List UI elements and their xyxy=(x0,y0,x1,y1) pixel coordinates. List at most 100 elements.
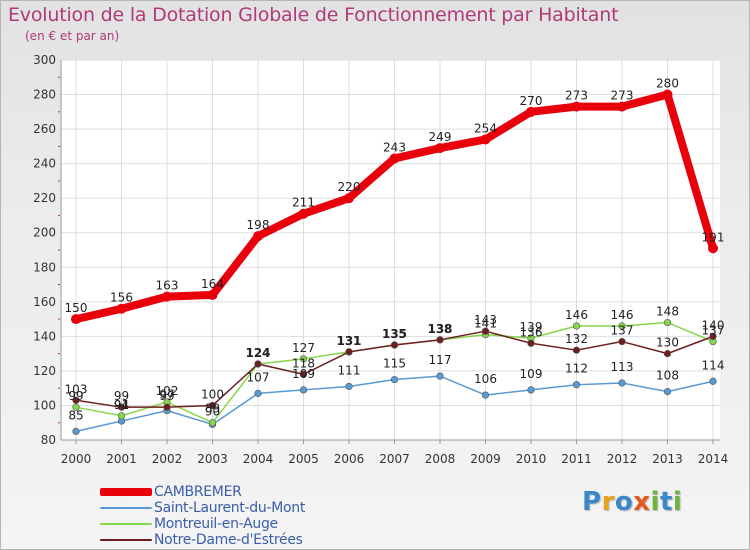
data-point xyxy=(163,403,171,411)
data-point xyxy=(299,386,308,394)
x-tick-label: 2000 xyxy=(61,452,92,466)
logo-letter: o xyxy=(614,487,634,517)
data-label: 131 xyxy=(338,334,361,348)
data-point xyxy=(618,322,626,330)
data-point xyxy=(71,314,81,325)
data-point xyxy=(572,381,581,389)
data-point xyxy=(72,427,80,435)
data-point xyxy=(572,322,581,330)
y-tick-label: 300 xyxy=(33,53,56,67)
data-point xyxy=(345,382,353,391)
data-point xyxy=(527,339,535,347)
data-point xyxy=(435,143,445,154)
data-label: 137 xyxy=(702,324,725,338)
data-point xyxy=(253,231,263,242)
proxiti-logo: Proxiti xyxy=(582,487,682,517)
data-label: 135 xyxy=(383,327,406,341)
data-point xyxy=(344,193,354,204)
data-point xyxy=(708,243,718,254)
data-point xyxy=(481,327,490,335)
data-point xyxy=(436,336,444,344)
x-tick-label: 2007 xyxy=(379,452,410,466)
x-tick-label: 2013 xyxy=(652,452,683,466)
data-label: 198 xyxy=(247,218,270,232)
y-tick-label: 240 xyxy=(33,157,56,171)
data-label: 111 xyxy=(338,363,361,377)
y-tick-label: 100 xyxy=(33,398,56,412)
logo-letter: t xyxy=(659,487,673,517)
x-tick-label: 2009 xyxy=(470,452,501,466)
data-point xyxy=(663,318,672,327)
data-point xyxy=(208,419,217,427)
data-label: 140 xyxy=(702,318,725,332)
data-label: 102 xyxy=(156,384,179,398)
data-point xyxy=(709,377,717,385)
data-label: 135 xyxy=(382,327,407,341)
data-label: 113 xyxy=(611,360,634,374)
line-chart: 80 100 120 140 160 180 200 220 240 260 280 300 2000 2… xyxy=(33,53,729,466)
data-label: 118 xyxy=(292,356,315,370)
x-tick-label: 2004 xyxy=(243,452,274,466)
legend-label: Notre-Dame-d'Estrées xyxy=(154,532,303,548)
data-point xyxy=(298,208,309,219)
data-label: 97 xyxy=(159,388,174,402)
data-label: 112 xyxy=(565,362,588,376)
data-point xyxy=(526,106,536,117)
data-label: 220 xyxy=(338,180,361,194)
y-tick-label: 80 xyxy=(41,433,56,447)
data-point xyxy=(72,403,80,411)
data-label: 127 xyxy=(292,341,315,355)
data-label: 89 xyxy=(205,401,220,415)
plot-area xyxy=(61,60,720,440)
logo-letter: P xyxy=(582,487,602,517)
logo-letter: r xyxy=(601,487,615,517)
data-label: 273 xyxy=(565,89,588,103)
data-label: 191 xyxy=(702,230,725,244)
data-label: 91 xyxy=(114,398,129,412)
data-point xyxy=(254,360,262,368)
data-label: 94 xyxy=(114,398,129,412)
data-label: 131 xyxy=(336,334,361,348)
data-label: 107 xyxy=(247,370,270,384)
data-point xyxy=(663,350,672,358)
data-point xyxy=(436,372,444,380)
data-point xyxy=(72,396,80,404)
x-tick-label: 2002 xyxy=(152,452,183,466)
data-label: 164 xyxy=(201,277,224,291)
data-label: 117 xyxy=(429,353,452,367)
data-label: 99 xyxy=(114,389,129,403)
data-point xyxy=(208,401,217,410)
data-label: 103 xyxy=(65,382,88,396)
y-tick-label: 160 xyxy=(33,295,56,309)
data-point xyxy=(527,386,535,394)
legend-label: CAMBREMER xyxy=(154,484,242,500)
data-point xyxy=(117,403,126,411)
data-label: 254 xyxy=(474,121,497,135)
legend-swatch xyxy=(100,539,152,541)
data-label: 138 xyxy=(427,322,452,336)
x-tick-label: 2006 xyxy=(334,452,365,466)
legend-label: Saint-Laurent-du-Mont xyxy=(154,500,306,516)
data-point xyxy=(663,388,672,396)
data-point xyxy=(116,303,127,314)
x-tick-label: 2005 xyxy=(288,452,319,466)
y-tick-label: 200 xyxy=(33,226,56,240)
y-tick-label: 120 xyxy=(33,364,56,378)
data-point xyxy=(299,370,308,378)
data-label: 109 xyxy=(292,367,315,381)
data-label: 137 xyxy=(611,324,634,338)
chart-title: Evolution de la Dotation Globale de Fonc… xyxy=(8,4,619,26)
data-label: 156 xyxy=(110,291,133,305)
data-label: 114 xyxy=(702,358,725,372)
data-label: 108 xyxy=(656,369,679,383)
chart-subtitle: (en € et par an) xyxy=(25,29,120,43)
data-point xyxy=(662,89,673,100)
data-point xyxy=(572,346,581,354)
data-label: 138 xyxy=(429,322,452,336)
data-label: 139 xyxy=(520,320,543,334)
data-label: 273 xyxy=(611,89,634,103)
x-tick-label: 2014 xyxy=(698,452,729,466)
x-tick-label: 2008 xyxy=(425,452,456,466)
data-point xyxy=(389,153,400,164)
data-label: 132 xyxy=(565,332,588,346)
